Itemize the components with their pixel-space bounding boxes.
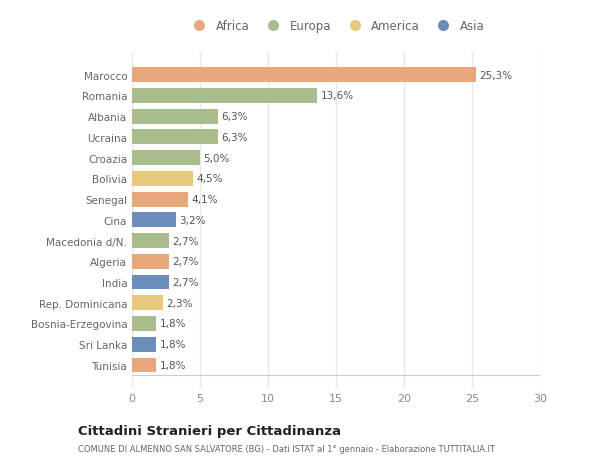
Bar bbox=[132, 337, 157, 352]
Text: 3,2%: 3,2% bbox=[179, 215, 205, 225]
Text: 5,0%: 5,0% bbox=[203, 153, 230, 163]
Text: COMUNE DI ALMENNO SAN SALVATORE (BG) - Dati ISTAT al 1° gennaio - Elaborazione T: COMUNE DI ALMENNO SAN SALVATORE (BG) - D… bbox=[78, 444, 495, 453]
Bar bbox=[132, 234, 169, 248]
Text: 2,7%: 2,7% bbox=[172, 277, 199, 287]
Bar bbox=[132, 89, 317, 104]
Text: 4,1%: 4,1% bbox=[191, 195, 218, 205]
Text: 4,5%: 4,5% bbox=[197, 174, 223, 184]
Text: Cittadini Stranieri per Cittadinanza: Cittadini Stranieri per Cittadinanza bbox=[78, 425, 341, 437]
Text: 6,3%: 6,3% bbox=[221, 133, 248, 143]
Bar bbox=[132, 130, 218, 145]
Text: 1,8%: 1,8% bbox=[160, 340, 187, 349]
Bar bbox=[132, 109, 218, 124]
Text: 2,7%: 2,7% bbox=[172, 257, 199, 267]
Bar bbox=[132, 296, 163, 311]
Bar bbox=[132, 358, 157, 373]
Text: 1,8%: 1,8% bbox=[160, 319, 187, 329]
Legend: Africa, Europa, America, Asia: Africa, Europa, America, Asia bbox=[187, 20, 485, 33]
Bar bbox=[132, 172, 193, 186]
Bar bbox=[132, 151, 200, 166]
Text: 25,3%: 25,3% bbox=[479, 71, 512, 80]
Bar bbox=[132, 275, 169, 290]
Bar bbox=[132, 316, 157, 331]
Bar bbox=[132, 68, 476, 83]
Text: 1,8%: 1,8% bbox=[160, 360, 187, 370]
Text: 2,3%: 2,3% bbox=[167, 298, 193, 308]
Text: 13,6%: 13,6% bbox=[320, 91, 353, 101]
Bar bbox=[132, 213, 176, 228]
Text: 6,3%: 6,3% bbox=[221, 112, 248, 122]
Bar bbox=[132, 254, 169, 269]
Bar bbox=[132, 192, 188, 207]
Text: 2,7%: 2,7% bbox=[172, 236, 199, 246]
